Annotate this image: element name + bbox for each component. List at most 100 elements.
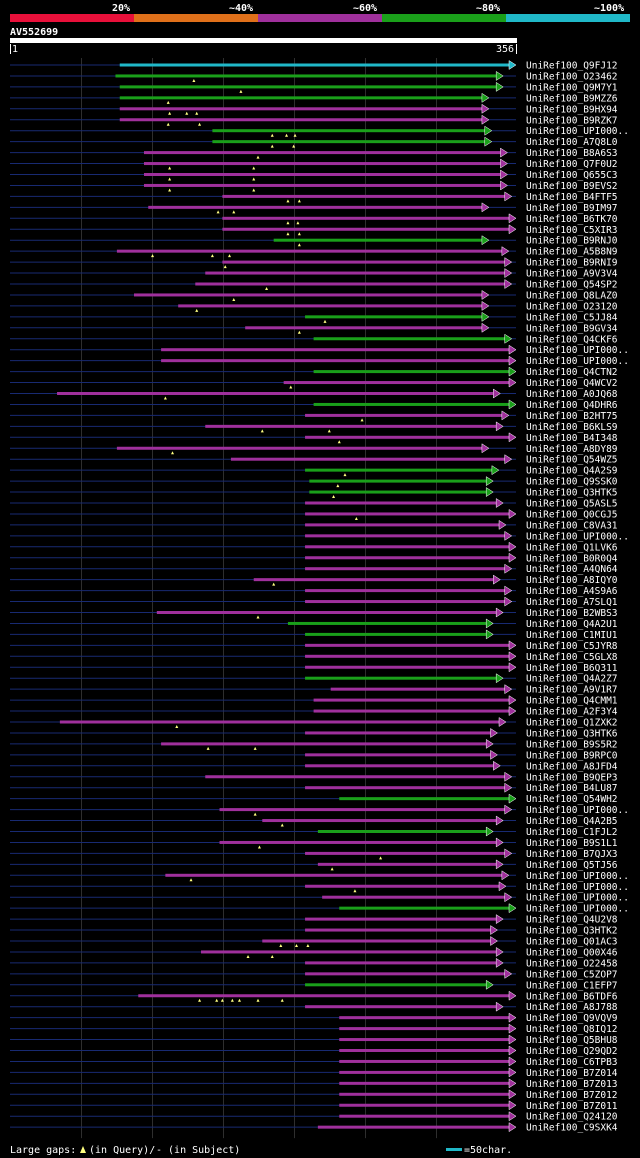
hit-row[interactable]: UniRef100_C1MIU1 (10, 629, 618, 641)
hit-label[interactable]: UniRef100_B7Z014 (526, 1068, 618, 1079)
hit-label[interactable]: UniRef100_C5XIR3 (526, 225, 618, 236)
hit-row[interactable]: UniRef100_C5GLX8 (10, 651, 618, 663)
hit-label[interactable]: UniRef100_A4QN64 (526, 564, 618, 575)
hit-bar[interactable] (313, 402, 510, 406)
hit-label[interactable]: UniRef100_B7Z013 (526, 1079, 618, 1090)
hit-label[interactable]: UniRef100_Q3HTK2 (526, 926, 618, 937)
hit-row[interactable]: UniRef100_B7Z011 (10, 1100, 618, 1112)
hit-bar[interactable] (305, 315, 483, 319)
hit-bar[interactable] (59, 720, 501, 724)
hit-label[interactable]: UniRef100_B9RPC0 (526, 750, 618, 761)
hit-bar[interactable] (119, 96, 483, 100)
hit-row[interactable]: UniRef100_Q4A2Z7 (10, 673, 618, 685)
hit-label[interactable]: UniRef100_B7QJX3 (526, 849, 618, 860)
hit-row[interactable]: UniRef100_Q9M7Y1 (10, 81, 618, 93)
hit-bar[interactable] (161, 742, 488, 746)
hit-label[interactable]: UniRef100_Q24120 (526, 1112, 618, 1123)
hit-bar[interactable] (339, 1092, 510, 1096)
hit-bar[interactable] (222, 216, 510, 220)
hit-row[interactable]: UniRef100_Q0CGJ5 (10, 508, 618, 520)
hit-label[interactable]: UniRef100_B0R0Q4 (526, 553, 618, 564)
hit-bar[interactable] (305, 884, 501, 888)
hit-row[interactable]: UniRef100_Q54WZ5 (10, 454, 618, 466)
hit-bar[interactable] (143, 151, 502, 155)
hit-bar[interactable] (339, 906, 510, 910)
hit-label[interactable]: UniRef100_B9IM97 (526, 203, 618, 214)
hit-row[interactable]: UniRef100_Q4WCV2 (10, 377, 618, 389)
hit-row[interactable]: UniRef100_A5B8N9 (10, 246, 618, 258)
hit-row[interactable]: UniRef100_B7QJX3 (10, 848, 618, 860)
hit-bar[interactable] (322, 895, 506, 899)
hit-row[interactable]: UniRef100_Q9FJ12 (10, 60, 618, 72)
hit-label[interactable]: UniRef100_C5GLX8 (526, 652, 618, 663)
hit-label[interactable]: UniRef100_B2HT75 (526, 411, 618, 422)
hit-row[interactable]: UniRef100_Q1LVK6 (10, 541, 618, 553)
hit-label[interactable]: UniRef100_A4S9A6 (526, 586, 618, 597)
hit-label[interactable]: UniRef100_UPI000.. (526, 882, 629, 893)
hit-bar[interactable] (116, 249, 503, 253)
hit-bar[interactable] (305, 764, 495, 768)
hit-bar[interactable] (305, 753, 492, 757)
hit-label[interactable]: UniRef100_Q7F0U2 (526, 159, 618, 170)
hit-bar[interactable] (305, 468, 493, 472)
hit-bar[interactable] (262, 939, 492, 943)
hit-row[interactable]: UniRef100_C5JYR8 (10, 640, 618, 652)
hit-label[interactable]: UniRef100_A0JQ68 (526, 389, 618, 400)
hit-bar[interactable] (339, 797, 510, 801)
hit-row[interactable]: UniRef100_Q4A2S9 (10, 465, 618, 477)
hit-row[interactable]: UniRef100_Q5BHU8 (10, 1034, 618, 1046)
hit-bar[interactable] (262, 819, 498, 823)
hit-bar[interactable] (148, 205, 483, 209)
hit-row[interactable]: UniRef100_Q1ZXK2 (10, 717, 618, 729)
hit-row[interactable]: UniRef100_B9HX94 (10, 103, 618, 115)
hit-bar[interactable] (305, 676, 498, 680)
hit-label[interactable]: UniRef100_B9RZK7 (526, 115, 618, 126)
hit-label[interactable]: UniRef100_Q9VQV9 (526, 1013, 618, 1024)
hit-row[interactable]: UniRef100_B9RNI9 (10, 257, 618, 269)
hit-label[interactable]: UniRef100_C5JJ84 (526, 312, 618, 323)
hit-row[interactable]: UniRef100_B6TDF6 (10, 990, 618, 1002)
hit-label[interactable]: UniRef100_A8JFD4 (526, 761, 618, 772)
hit-bar[interactable] (115, 74, 498, 78)
hit-label[interactable]: UniRef100_B8A6S3 (526, 148, 618, 159)
hit-row[interactable]: UniRef100_B9RPC0 (10, 749, 618, 761)
hit-row[interactable]: UniRef100_B9EVS2 (10, 180, 618, 192)
hit-row[interactable]: UniRef100_B6KLS9 (10, 421, 618, 433)
hit-bar[interactable] (330, 687, 506, 691)
hit-bar[interactable] (305, 600, 506, 604)
hit-label[interactable]: UniRef100_B9HX94 (526, 104, 618, 115)
hit-row[interactable]: UniRef100_A4S9A6 (10, 585, 618, 597)
hit-label[interactable]: UniRef100_UPI000.. (526, 805, 629, 816)
hit-bar[interactable] (219, 840, 498, 844)
hit-row[interactable]: UniRef100_Q7F0U2 (10, 158, 618, 170)
hit-bar[interactable] (339, 1081, 510, 1085)
hit-label[interactable]: UniRef100_Q4WCV2 (526, 378, 618, 389)
hit-label[interactable]: UniRef100_Q4A2U1 (526, 619, 618, 630)
hit-bar[interactable] (253, 578, 495, 582)
hit-row[interactable]: UniRef100_Q4CMM1 (10, 695, 618, 707)
hit-row[interactable]: UniRef100_C5XIR3 (10, 224, 618, 236)
hit-row[interactable]: UniRef100_C5ZOP7 (10, 968, 618, 980)
hit-bar[interactable] (305, 917, 498, 921)
hit-bar[interactable] (339, 1049, 510, 1052)
hit-label[interactable]: UniRef100_C1FJL2 (526, 827, 618, 838)
hit-label[interactable]: UniRef100_Q3HTK6 (526, 728, 618, 739)
hit-label[interactable]: UniRef100_UPI000.. (526, 356, 629, 367)
hit-row[interactable]: UniRef100_Q4CTN2 (10, 366, 618, 378)
hit-label[interactable]: UniRef100_UPI000.. (526, 871, 629, 882)
hit-bar[interactable] (134, 293, 483, 297)
hit-bar[interactable] (156, 611, 498, 614)
hit-bar[interactable] (305, 632, 488, 636)
hit-label[interactable]: UniRef100_A8DY89 (526, 444, 618, 455)
hit-label[interactable]: UniRef100_B9S1L1 (526, 838, 618, 849)
hit-row[interactable]: UniRef100_Q24120 (10, 1111, 618, 1123)
hit-label[interactable]: UniRef100_A7Q8L0 (526, 137, 618, 148)
hit-row[interactable]: UniRef100_B4I348 (10, 432, 618, 444)
hit-row[interactable]: UniRef100_UPI000.. (10, 804, 629, 816)
hit-label[interactable]: UniRef100_Q4A2S9 (526, 466, 618, 477)
hit-label[interactable]: UniRef100_B7Z012 (526, 1090, 618, 1101)
hit-row[interactable]: UniRef100_O23120 (10, 300, 618, 312)
hit-bar[interactable] (205, 271, 506, 275)
hit-label[interactable]: UniRef100_B4LU87 (526, 783, 618, 794)
hit-row[interactable]: UniRef100_A4QN64 (10, 563, 618, 575)
